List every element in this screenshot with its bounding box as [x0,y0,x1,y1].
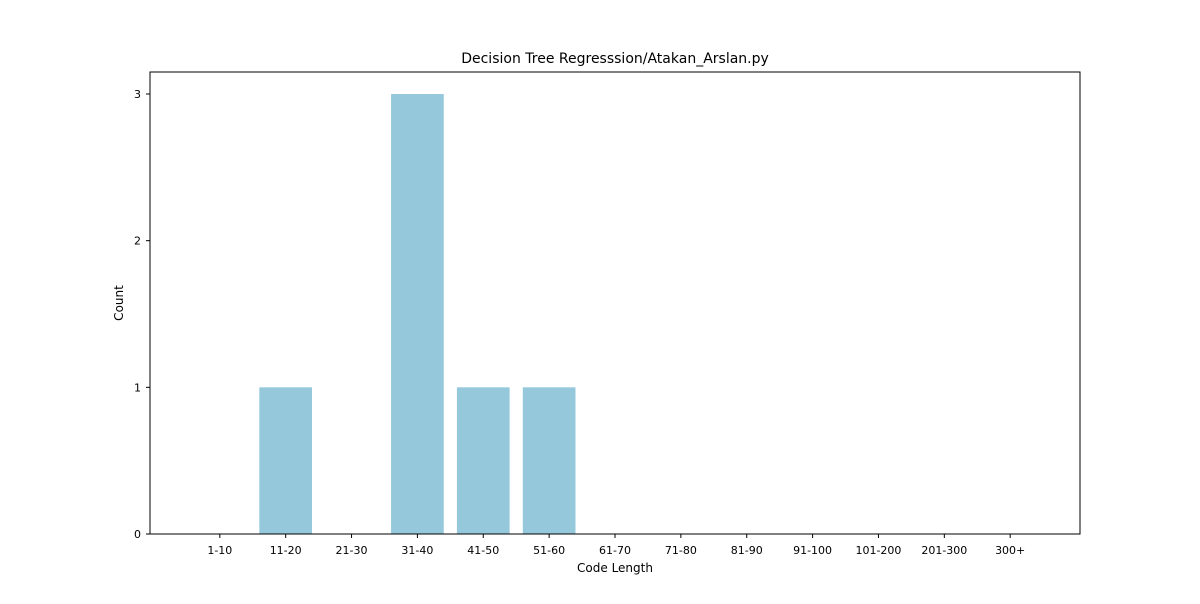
x-tick-label: 71-80 [665,544,697,557]
x-tick-label: 300+ [995,544,1025,557]
bars-group [259,94,576,534]
x-tick-label: 81-90 [731,544,763,557]
x-tick-label: 1-10 [207,544,232,557]
bar-41-50 [456,387,510,534]
bar-51-60 [522,387,576,534]
x-tick-label: 61-70 [599,544,631,557]
x-tick-label: 11-20 [270,544,302,557]
bar-31-40 [391,94,444,534]
chart-title: Decision Tree Regresssion/Atakan_Arslan.… [461,51,769,67]
x-tick-label: 91-100 [793,544,832,557]
y-axis-ticks: 0 1 2 3 [134,88,150,541]
x-tick-label: 31-40 [401,544,433,557]
x-axis-ticks: 1-10 11-20 21-30 31-40 41-50 51-60 61-70 71-80 8… [207,534,1025,557]
y-tick-label: 0 [134,528,141,541]
y-axis-label: Count [112,285,126,321]
x-tick-label: 41-50 [467,544,499,557]
x-tick-label: 201-300 [921,544,967,557]
y-tick-label: 1 [134,381,141,394]
y-tick-label: 3 [134,88,141,101]
x-tick-label: 21-30 [336,544,368,557]
x-axis-label: Code Length [577,561,653,575]
x-tick-label: 51-60 [533,544,565,557]
x-tick-label: 101-200 [855,544,901,557]
bar-11-20 [259,387,313,534]
y-tick-label: 2 [134,235,141,248]
